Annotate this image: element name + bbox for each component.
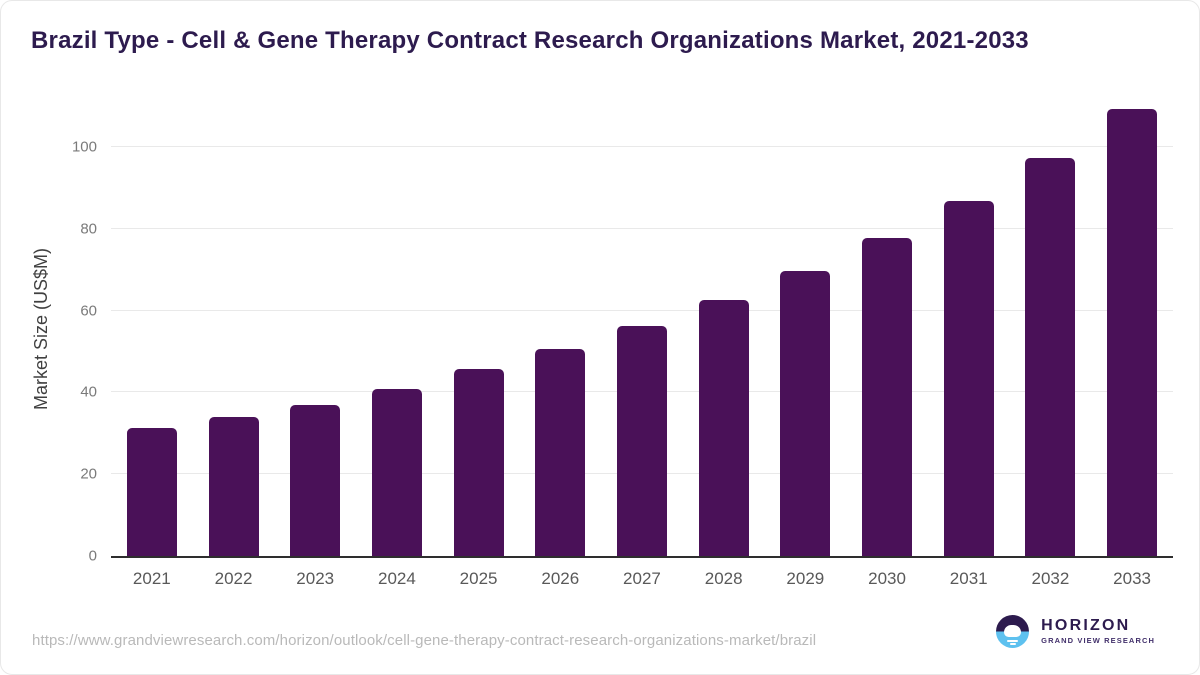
x-tick-label: 2021	[132, 569, 171, 588]
bar-2027[interactable]	[616, 326, 667, 556]
sun-reflection-line	[1007, 639, 1019, 642]
sun-shape	[1004, 625, 1022, 637]
bar-slot	[928, 100, 1010, 556]
x-tick-label: 2033	[1113, 569, 1151, 588]
x-tick-label: 2025	[459, 569, 498, 588]
bar-2033[interactable]	[1107, 109, 1158, 556]
bar-slot	[438, 100, 520, 556]
logo-subtitle: GRAND VIEW RESEARCH	[1041, 636, 1155, 646]
gridline	[111, 310, 1173, 311]
bar-2023[interactable]	[290, 405, 341, 556]
bar-2032[interactable]	[1025, 158, 1076, 556]
bar-slot	[274, 100, 356, 556]
x-tick-label: 2032	[1031, 569, 1070, 588]
bar-slot	[356, 100, 438, 556]
x-tick-label: 2024	[377, 569, 416, 588]
bar-slot	[111, 100, 193, 556]
chart-title: Brazil Type - Cell & Gene Therapy Contra…	[31, 27, 1029, 54]
y-axis-title: Market Size (US$M)	[31, 247, 51, 411]
x-tick-label: 2031	[949, 569, 988, 588]
bar-2022[interactable]	[208, 417, 259, 556]
y-tick-label: 60	[80, 302, 97, 320]
bar-2026[interactable]	[535, 349, 586, 556]
gridline	[111, 146, 1173, 147]
bar-2021[interactable]	[126, 428, 177, 556]
bar-2025[interactable]	[453, 369, 504, 556]
bar-slot	[1010, 100, 1092, 556]
x-tick-label: 2028	[704, 569, 743, 588]
bar-2031[interactable]	[943, 201, 994, 556]
logo-text: HORIZON GRAND VIEW RESEARCH	[1041, 618, 1155, 645]
bar-slot	[601, 100, 683, 556]
bar-slot	[683, 100, 765, 556]
bar-2028[interactable]	[698, 300, 749, 556]
sun-reflection-line	[1009, 643, 1016, 645]
bar-2030[interactable]	[862, 238, 913, 556]
bar-2029[interactable]	[780, 271, 831, 556]
bar-slot	[1091, 100, 1173, 556]
bar-slot	[193, 100, 275, 556]
y-tick-label: 40	[80, 383, 97, 401]
y-tick-label: 20	[80, 465, 97, 483]
x-tick-label: 2023	[296, 569, 335, 588]
y-tick-label: 0	[88, 547, 97, 565]
x-tick-label: 2026	[541, 569, 580, 588]
x-tick-label: 2030	[868, 569, 906, 588]
y-tick-label: 80	[80, 220, 97, 238]
bar-2024[interactable]	[371, 389, 422, 556]
bar-slot	[765, 100, 847, 556]
horizon-logo: HORIZON GRAND VIEW RESEARCH	[996, 615, 1155, 648]
bar-slot	[846, 100, 928, 556]
x-tick-label: 2027	[623, 569, 661, 588]
source-url: https://www.grandviewresearch.com/horizo…	[32, 632, 817, 649]
bar-slot	[519, 100, 601, 556]
plot-area: 0 20 40 60 80 100	[72, 100, 1173, 564]
y-tick-label: 100	[71, 138, 97, 156]
gridline	[111, 228, 1173, 229]
x-axis-ticks: 2021 2022 2023 2024 2025 2026 2027 2028 2029 2030…	[111, 569, 1173, 589]
x-tick-label: 2022	[214, 569, 253, 588]
horizon-sun-icon	[996, 615, 1030, 648]
logo-brand: HORIZON	[1041, 617, 1131, 635]
bar-series	[111, 100, 1173, 556]
x-tick-label: 2029	[786, 569, 825, 588]
